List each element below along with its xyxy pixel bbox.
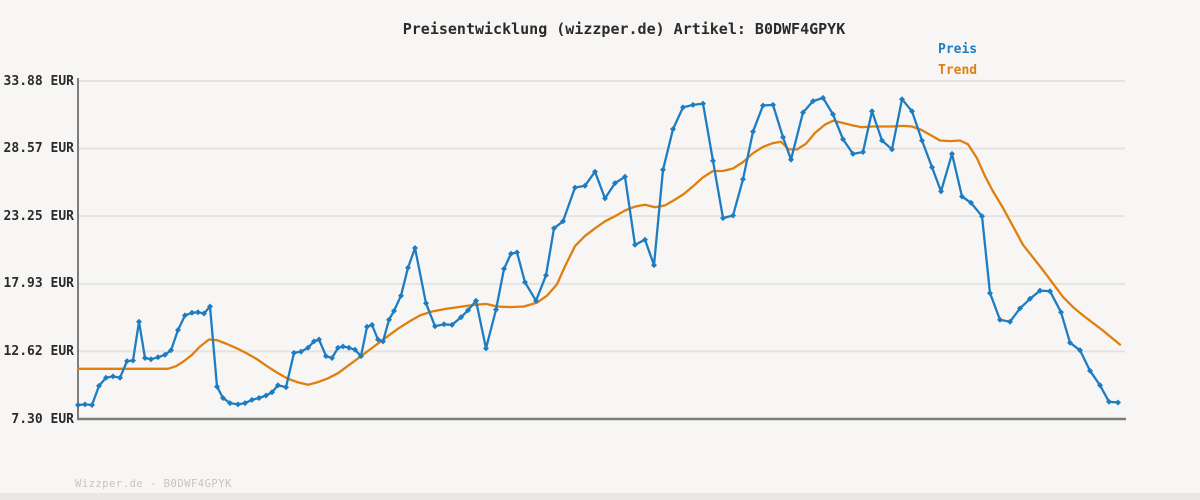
y-tick-label: 12.62 EUR <box>3 343 74 359</box>
footer-bar <box>0 493 1200 500</box>
y-tick-label: 23.25 EUR <box>3 208 74 224</box>
y-tick-label: 7.30 EUR <box>11 411 74 427</box>
chart-title: Preisentwicklung (wizzper.de) Artikel: B… <box>402 20 846 38</box>
preis-line <box>76 96 1120 407</box>
legend: Preis Trend <box>938 39 977 81</box>
legend-trend-label: Trend <box>938 63 978 78</box>
y-tick-label: 33.88 EUR <box>3 73 74 89</box>
legend-preis-label: Preis <box>938 42 978 57</box>
footer-watermark: Wizzper.de - B0DWF4GPYK <box>75 478 232 490</box>
y-tick-label: 28.57 EUR <box>3 141 74 157</box>
y-tick-label: 17.93 EUR <box>3 276 74 292</box>
trend-line <box>76 119 1122 386</box>
